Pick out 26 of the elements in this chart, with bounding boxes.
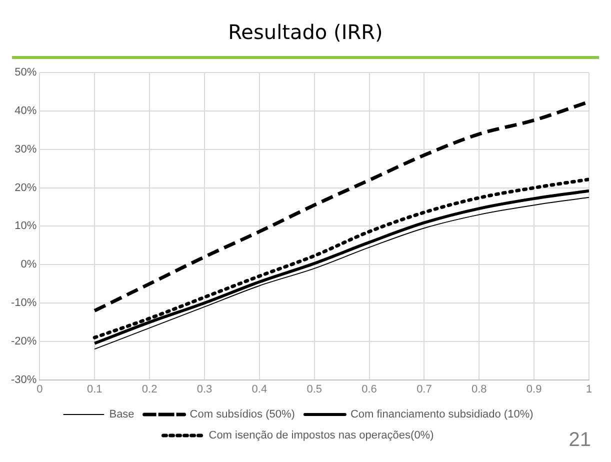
legend-label: Com financiamento subsidiado (10%)	[350, 408, 534, 421]
y-tick-label: 30%	[14, 143, 37, 156]
chart-title: Resultado (IRR)	[227, 19, 384, 46]
text: 21	[568, 429, 591, 452]
y-tick-label: 10%	[14, 220, 37, 232]
x-tick-label: 0.4	[252, 383, 268, 396]
y-tick-label: 50%	[14, 66, 37, 79]
legend-label: Com isenção de impostos nas operações(0%)	[208, 430, 434, 442]
y-tick-label: 20%	[14, 182, 37, 194]
y-tick-label: -30%	[10, 374, 37, 386]
x-tick-label: 0.6	[362, 383, 377, 396]
x-tick-label: 1	[586, 383, 592, 396]
legend-label: Com subsídios (50%)	[190, 408, 295, 421]
y-tick-label: -20%	[10, 335, 37, 348]
y-tick-label: -10%	[10, 297, 37, 310]
x-tick-label: 0	[36, 383, 43, 396]
y-tick-label: 0%	[20, 258, 37, 271]
x-tick-label: 0.3	[196, 383, 212, 396]
x-tick-label: 0.7	[416, 383, 432, 396]
x-tick-label: 0.5	[306, 383, 322, 396]
legend-label: Base	[109, 408, 134, 421]
x-tick-label: 0.8	[471, 383, 487, 396]
x-tick-label: 0.2	[142, 383, 158, 396]
x-tick-label: 0.9	[526, 383, 542, 396]
x-tick-label: 0.1	[86, 383, 102, 396]
y-tick-label: 40%	[14, 105, 37, 118]
